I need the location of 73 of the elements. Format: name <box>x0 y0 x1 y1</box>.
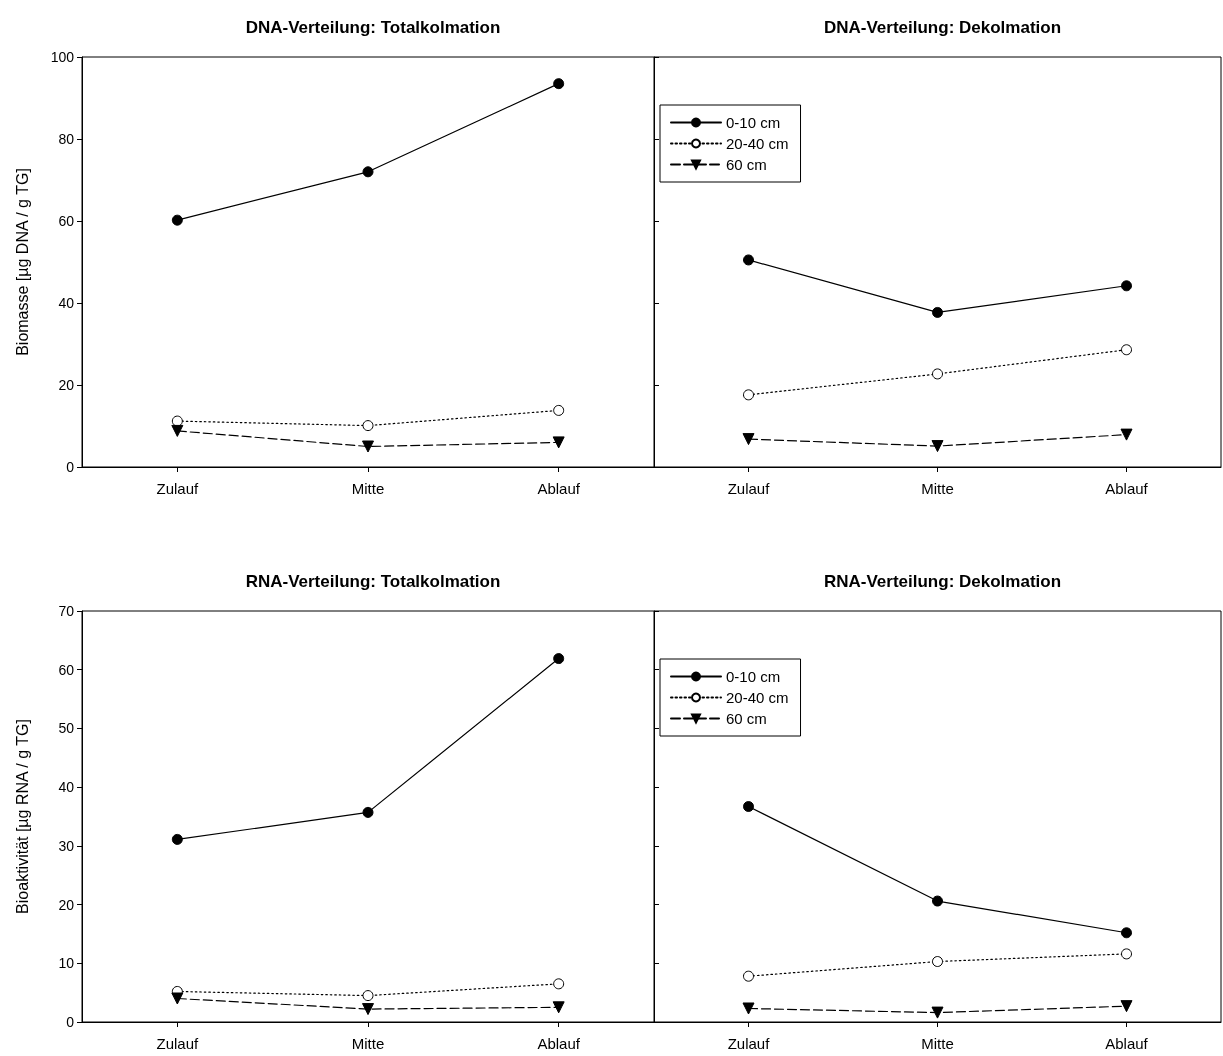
x-tick-label: Zulauf <box>156 1035 199 1052</box>
x-tick-label: Ablauf <box>537 1035 581 1052</box>
point <box>932 306 943 318</box>
x-tick-label: Mitte <box>351 1035 385 1052</box>
point <box>553 78 565 90</box>
point <box>743 970 754 982</box>
y-tick-label: 40 <box>58 779 75 796</box>
y-tick-label: 80 <box>58 131 75 147</box>
y-axis-title: Bioaktivität [µg RNA / g TG] <box>13 719 31 914</box>
point <box>553 978 565 990</box>
point <box>1121 948 1132 960</box>
point <box>171 833 183 845</box>
point <box>743 254 754 266</box>
y-tick-label: 50 <box>58 720 75 737</box>
point <box>742 433 755 446</box>
point <box>362 420 374 432</box>
x-tick-label: Ablauf <box>1105 1035 1149 1052</box>
point <box>1121 927 1132 939</box>
point <box>743 801 754 813</box>
chart-title: DNA-Verteilung: Dekolmation <box>823 18 1062 37</box>
point <box>171 992 184 1005</box>
legend-label: 0-10 cm <box>726 668 781 685</box>
point <box>552 436 565 449</box>
point <box>1120 428 1133 441</box>
y-tick-label: 60 <box>58 661 75 678</box>
chart-title: RNA-Verteilung: Totalkolmation <box>245 572 501 591</box>
point <box>1120 1000 1133 1013</box>
point <box>742 1002 755 1015</box>
point <box>932 895 943 907</box>
x-tick-label: Zulauf <box>727 1035 771 1052</box>
point <box>553 653 565 665</box>
point <box>743 389 754 401</box>
point <box>931 1006 944 1019</box>
point <box>171 424 184 437</box>
point <box>171 214 183 226</box>
point <box>362 990 374 1002</box>
y-tick-label: 0 <box>66 459 75 475</box>
point <box>362 440 374 453</box>
y-tick-label: 60 <box>58 213 75 229</box>
x-tick-label: Mitte <box>921 1035 954 1052</box>
x-tick-label: Mitte <box>351 480 385 497</box>
x-tick-label: Ablauf <box>537 480 581 497</box>
x-tick-label: Zulauf <box>727 480 771 497</box>
x-tick-label: Zulauf <box>156 480 199 497</box>
point <box>932 368 943 380</box>
point <box>552 1001 565 1014</box>
point <box>1121 344 1132 356</box>
legend-label: 60 cm <box>726 710 767 727</box>
x-tick-label: Mitte <box>921 480 954 497</box>
point <box>171 415 183 427</box>
chart-title: RNA-Verteilung: Dekolmation <box>823 572 1062 591</box>
legend-label: 60 cm <box>726 156 767 173</box>
point <box>1121 280 1132 292</box>
point <box>362 1003 374 1016</box>
y-tick-label: 70 <box>58 603 75 619</box>
point <box>932 956 943 968</box>
y-axis-title: Biomasse [µg DNA / g TG] <box>13 168 31 356</box>
point <box>362 806 374 818</box>
legend-label: 20-40 cm <box>726 689 789 706</box>
point <box>553 404 565 416</box>
point <box>931 440 944 453</box>
legend-label: 20-40 cm <box>726 135 789 152</box>
legend-label: 0-10 cm <box>726 114 781 131</box>
y-tick-label: 40 <box>58 295 75 311</box>
y-tick-label: 0 <box>66 1014 75 1030</box>
chart-title: DNA-Verteilung: Totalkolmation <box>245 18 501 37</box>
point <box>362 166 374 178</box>
x-tick-label: Ablauf <box>1105 480 1149 497</box>
y-tick-label: 30 <box>58 837 75 854</box>
y-tick-label: 100 <box>50 49 75 65</box>
y-tick-label: 20 <box>58 896 75 913</box>
y-tick-label: 20 <box>58 377 75 393</box>
y-tick-label: 10 <box>58 955 75 972</box>
